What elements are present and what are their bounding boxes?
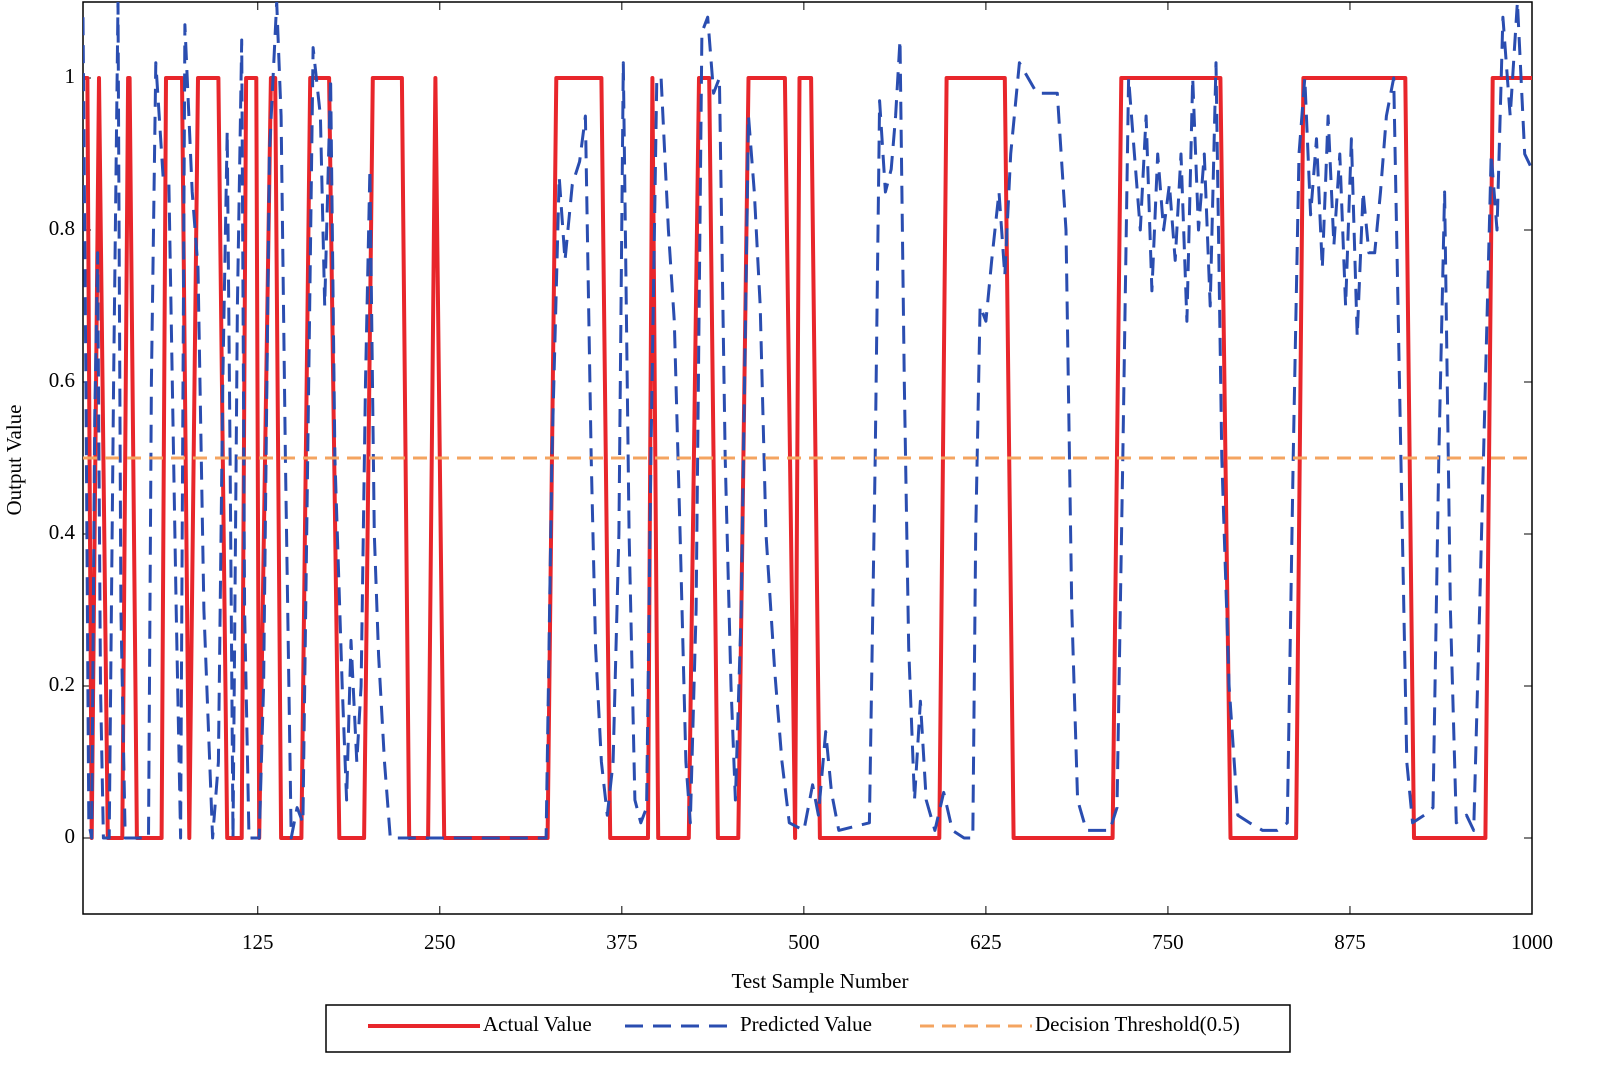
legend-box <box>325 1004 1291 1053</box>
y-tick-label: 0.8 <box>49 216 75 240</box>
x-tick-label: 500 <box>788 930 820 954</box>
y-tick-label: 1 <box>65 64 76 88</box>
x-tick-label: 125 <box>242 930 274 954</box>
y-tick-label: 0 <box>65 824 76 848</box>
legend-label: Decision Threshold(0.5) <box>1035 1012 1240 1036</box>
plot-area <box>83 2 1532 840</box>
legend-label: Actual Value <box>483 1012 592 1036</box>
y-tick-label: 0.6 <box>49 368 75 392</box>
x-tick-label: 1000 <box>1511 930 1553 954</box>
legend-label: Predicted Value <box>740 1012 872 1036</box>
series-line <box>83 2 1532 840</box>
series-line <box>83 76 1532 840</box>
x-tick-label: 250 <box>424 930 456 954</box>
x-tick-label: 750 <box>1152 930 1184 954</box>
y-axis-label: Output Value <box>2 404 26 515</box>
x-tick-label: 625 <box>970 930 1002 954</box>
x-tick-label: 375 <box>606 930 638 954</box>
y-tick-label: 0.4 <box>49 520 76 544</box>
y-tick-label: 0.2 <box>49 672 75 696</box>
x-tick-label: 875 <box>1334 930 1366 954</box>
x-axis-label: Test Sample Number <box>732 969 909 993</box>
